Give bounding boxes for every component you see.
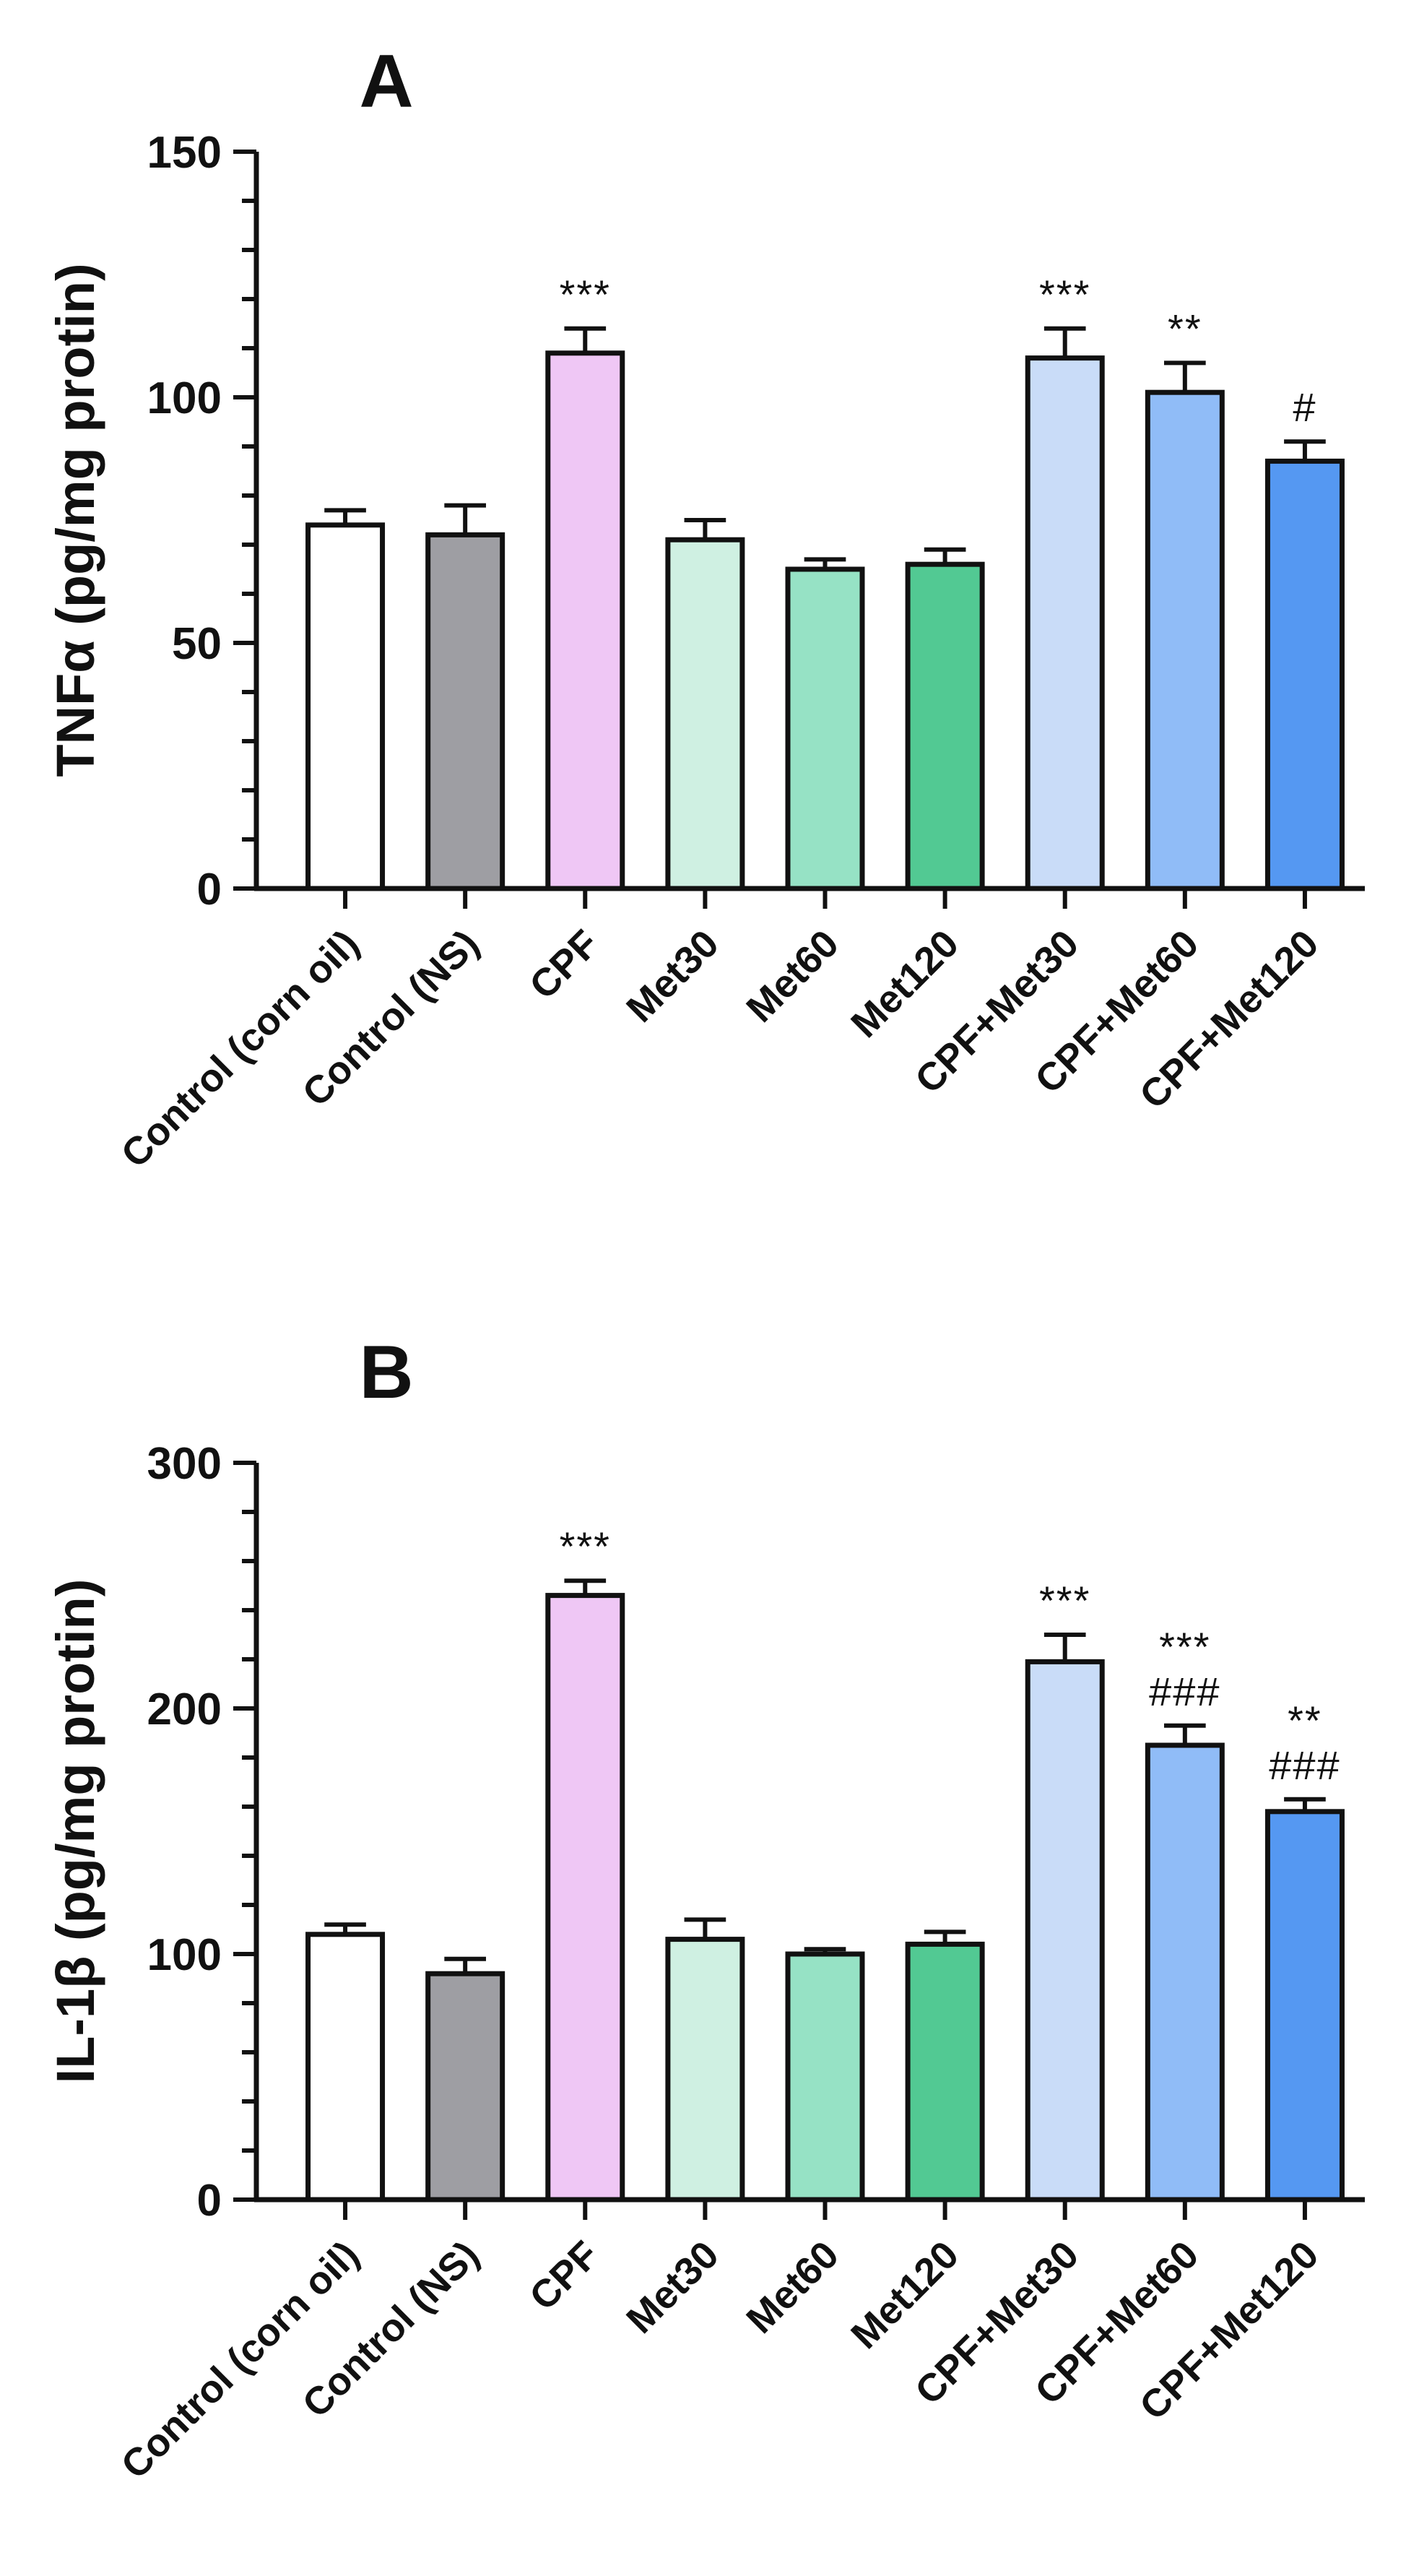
- y-tick-label: 0: [197, 865, 222, 915]
- bar: [1264, 458, 1345, 891]
- y-tick-label: 100: [147, 1930, 222, 1980]
- bar: [1264, 1809, 1345, 2203]
- bar: [1145, 389, 1225, 891]
- panel-letter: B: [359, 1331, 413, 1414]
- x-tick-label: Met30: [618, 2233, 727, 2342]
- x-tick-label: Met30: [618, 922, 727, 1031]
- x-tick-label: Met120: [843, 2233, 967, 2357]
- y-axis-label: IL-1β (pg/mg protin): [45, 1579, 105, 2084]
- significance-label: **: [1168, 306, 1202, 351]
- significance-label: ***: [1159, 1624, 1210, 1669]
- y-tick-label: 0: [197, 2176, 222, 2226]
- y-tick-label: 50: [172, 619, 222, 669]
- x-tick-label: Met120: [843, 922, 967, 1046]
- bar: [665, 537, 745, 891]
- bar: [305, 1932, 386, 2203]
- y-axis-label: TNFα (pg/mg protin): [45, 263, 105, 777]
- bar: [665, 1937, 745, 2203]
- bar: [425, 532, 505, 891]
- bar: [785, 566, 865, 891]
- y-tick-label: 100: [147, 373, 222, 423]
- x-tick-label: CPF: [521, 2233, 607, 2319]
- significance-label: **: [1288, 1698, 1322, 1743]
- y-tick-label: 300: [147, 1439, 222, 1489]
- bar: [905, 1941, 985, 2203]
- bar: [1145, 1742, 1225, 2203]
- bar: [425, 1971, 505, 2203]
- significance-label: ###: [1149, 1669, 1220, 1714]
- y-tick-label: 200: [147, 1685, 222, 1734]
- bar: [545, 1593, 625, 2203]
- x-tick-label: CPF: [521, 922, 607, 1008]
- x-tick-label: Met60: [738, 922, 847, 1031]
- bar: [545, 350, 625, 891]
- x-tick-label: Met60: [738, 2233, 847, 2342]
- bar: [1025, 1659, 1105, 2203]
- significance-label: ***: [560, 1523, 611, 1569]
- panel-letter: A: [359, 40, 413, 124]
- significance-label: ###: [1269, 1742, 1340, 1788]
- significance-label: ***: [1039, 272, 1090, 317]
- bar: [305, 522, 386, 891]
- bar: [1025, 355, 1105, 891]
- y-tick-label: 150: [147, 128, 222, 178]
- significance-label: ***: [1039, 1578, 1090, 1623]
- significance-label: #: [1293, 384, 1316, 430]
- significance-label: ***: [560, 272, 611, 317]
- bar: [785, 1951, 865, 2203]
- bar: [905, 561, 985, 891]
